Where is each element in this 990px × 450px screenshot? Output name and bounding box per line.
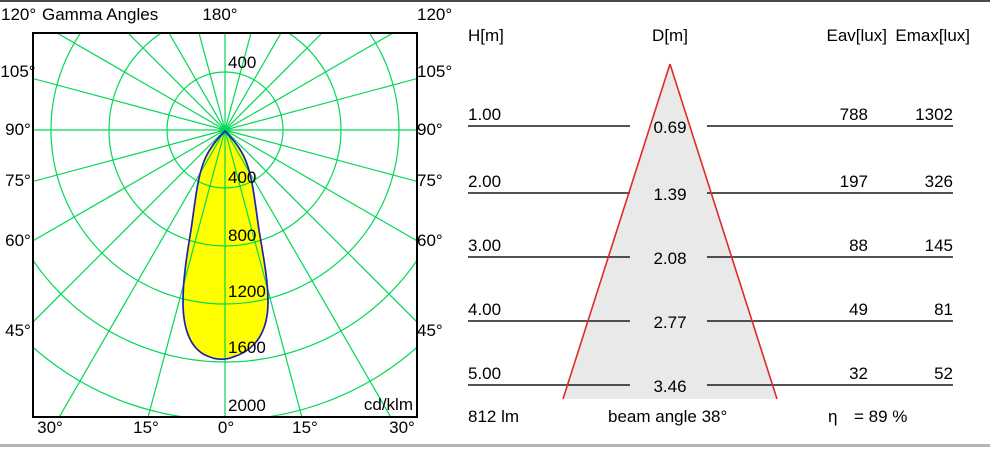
- beam-cone-diagram: [468, 63, 953, 400]
- efficiency-value: = 89 %: [854, 407, 908, 426]
- radial-line: [224, 129, 392, 417]
- gamma-label-topright: 120°: [417, 5, 453, 24]
- gamma-label-180: 180°: [202, 5, 238, 24]
- gamma-label-topleft: 120°: [1, 5, 37, 24]
- gamma-label-left-45: 45°: [5, 321, 31, 340]
- ring-label: 2000: [228, 396, 266, 415]
- polar-radial-lines: [33, 33, 417, 417]
- ring-label: 1600: [228, 338, 266, 357]
- luminous-flux: 812 lm: [468, 407, 520, 426]
- gamma-label-left-75: 75°: [5, 171, 31, 190]
- ring-label: 800: [228, 226, 256, 245]
- h-value: 3.00: [468, 236, 502, 255]
- efficiency-symbol: η: [828, 407, 838, 426]
- gamma-label-bottom-30L: 30°: [37, 418, 63, 437]
- intensity-lobe-outline: [182, 129, 269, 361]
- radial-line: [33, 129, 226, 323]
- emax-value: 326: [924, 172, 953, 191]
- radial-line: [127, 33, 226, 131]
- d-value: 2.08: [653, 249, 687, 268]
- eav-value: 49: [849, 300, 868, 319]
- eav-value: 788: [839, 105, 868, 124]
- emax-value: 1302: [915, 105, 953, 124]
- ring-label: 400: [228, 168, 256, 187]
- radial-line: [224, 129, 417, 183]
- polar-frame: [32, 32, 418, 418]
- beam-cone-edge-right: [669, 63, 778, 400]
- gamma-label-left-105: 105°: [0, 62, 36, 81]
- eav-value: 88: [849, 236, 868, 255]
- header-emax: Emax[lux]: [895, 26, 970, 45]
- gamma-label-bottom-30R: 30°: [389, 418, 415, 437]
- header-eav: Eav[lux]: [826, 26, 887, 45]
- beam-cone-edge-left: [562, 63, 671, 400]
- gamma-label-right-90: 90°: [417, 120, 443, 139]
- radial-line: [224, 77, 417, 131]
- radial-line: [33, 77, 226, 131]
- eav-value: 197: [839, 172, 868, 191]
- radial-line: [224, 33, 323, 131]
- d-value: 1.39: [653, 185, 687, 204]
- h-value: 4.00: [468, 300, 502, 319]
- radial-line: [33, 129, 226, 242]
- radial-line: [224, 33, 282, 131]
- beam-cone-edges: [562, 63, 778, 400]
- bottom-border: [0, 444, 990, 447]
- ring-label: 1200: [228, 282, 266, 301]
- ring-label-above: 400: [228, 53, 256, 72]
- radial-line: [198, 33, 226, 131]
- gamma-label-bottom-0: 0°: [217, 418, 235, 437]
- beam-angle: beam angle 38°: [608, 407, 728, 426]
- gamma-label-right-105: 105°: [417, 62, 453, 81]
- radial-line: [224, 129, 417, 323]
- gamma-label-bottom-15R: 15°: [292, 418, 318, 437]
- polar-diagram: 400 400 800 1200 1600 2000 cd/klm: [32, 32, 418, 418]
- radial-line: [224, 33, 395, 131]
- h-value: 5.00: [468, 364, 502, 383]
- radial-line: [33, 129, 226, 183]
- emax-value: 81: [934, 300, 953, 319]
- radial-line: [55, 33, 226, 131]
- header-h: H[m]: [468, 26, 504, 45]
- h-value: 2.00: [468, 172, 502, 191]
- gamma-label-right-75: 75°: [417, 171, 443, 190]
- polar-grid: [33, 33, 417, 417]
- radial-line: [147, 129, 226, 417]
- gamma-label-right-45: 45°: [417, 321, 443, 340]
- emax-value: 52: [934, 364, 953, 383]
- radial-line: [224, 129, 303, 417]
- d-value: 0.69: [653, 118, 687, 137]
- gamma-label-bottom-15L: 15°: [133, 418, 159, 437]
- top-border: [0, 0, 990, 2]
- radial-line: [224, 33, 252, 131]
- eav-value: 32: [849, 364, 868, 383]
- header-d: D[m]: [652, 26, 688, 45]
- gamma-label-left-90: 90°: [5, 120, 31, 139]
- d-value: 3.46: [653, 377, 687, 396]
- radial-line: [58, 129, 226, 417]
- h-value: 1.00: [468, 105, 502, 124]
- gamma-label-right-60: 60°: [417, 231, 443, 250]
- radial-line: [224, 129, 417, 242]
- d-value: 2.77: [653, 313, 687, 332]
- gamma-label-left-60: 60°: [5, 231, 31, 250]
- polar-title: Gamma Angles: [42, 5, 159, 24]
- unit-label: cd/klm: [364, 395, 413, 414]
- radial-line: [168, 33, 226, 131]
- beam-cone-fill: [563, 64, 777, 399]
- table-rule-lines: [468, 125, 953, 386]
- emax-value: 145: [924, 236, 953, 255]
